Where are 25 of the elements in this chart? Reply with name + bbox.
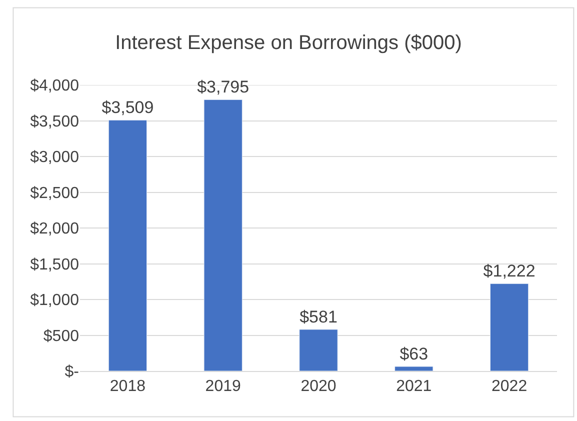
y-tick-label: $1,000 — [30, 292, 80, 310]
x-tick-label: 2021 — [396, 378, 432, 396]
bar — [108, 120, 148, 371]
chart-title: Interest Expense on Borrowings ($000) — [115, 32, 462, 54]
bar — [299, 329, 338, 371]
y-tick-label: $4,000 — [30, 78, 80, 95]
data-label: $3,795 — [197, 78, 250, 97]
x-tick-label: 2019 — [205, 378, 241, 396]
y-tick-label: $1,500 — [30, 256, 80, 274]
y-tick-label: $500 — [43, 328, 80, 345]
y-tick-label: $- — [64, 364, 79, 381]
y-tick-label: $2,500 — [30, 184, 80, 202]
bar — [204, 99, 242, 371]
bar — [490, 283, 529, 371]
y-tick-label: $2,000 — [30, 220, 80, 238]
y-tick-label: $3,000 — [30, 149, 80, 166]
data-label: $3,509 — [102, 98, 154, 118]
x-tick-label: 2022 — [492, 378, 528, 396]
data-label: $63 — [400, 344, 428, 364]
y-tick-label: $3,500 — [30, 113, 80, 130]
data-label: $581 — [300, 307, 338, 326]
x-tick-label: 2020 — [300, 378, 336, 396]
x-tick-label: 2018 — [110, 378, 146, 396]
data-label: $1,222 — [483, 262, 536, 281]
bar — [394, 366, 434, 371]
